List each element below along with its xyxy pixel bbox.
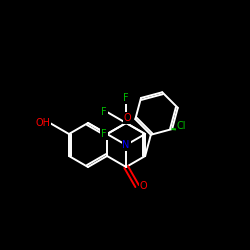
Text: OH: OH (36, 118, 51, 128)
Text: F: F (101, 129, 107, 139)
Text: O: O (139, 181, 147, 191)
Text: Cl: Cl (176, 121, 186, 131)
Text: F: F (101, 107, 107, 117)
Text: O: O (123, 113, 131, 123)
Text: N: N (122, 140, 130, 150)
Text: F: F (123, 93, 129, 103)
